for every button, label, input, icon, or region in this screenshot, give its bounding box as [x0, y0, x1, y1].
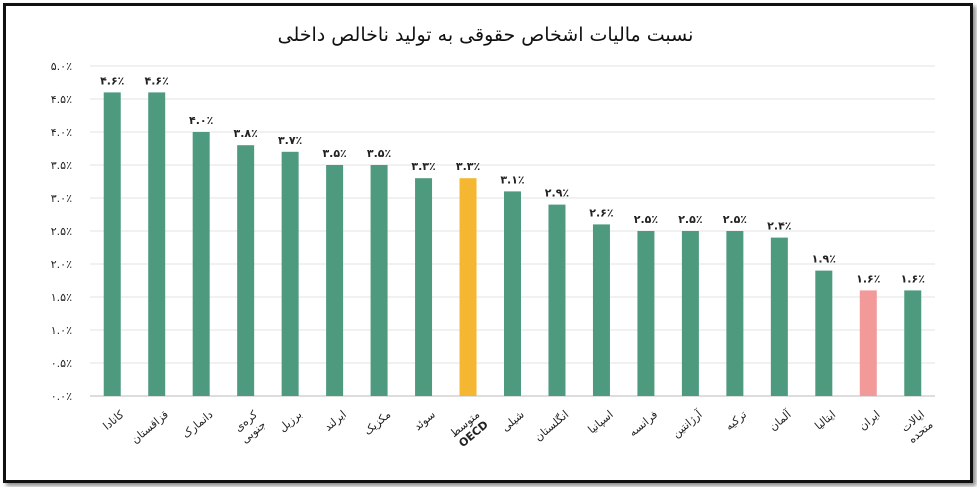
x-tick-label: قزاقستان [129, 408, 171, 446]
x-tick-label: متوسطOECD [447, 408, 490, 450]
bar [504, 191, 521, 396]
data-label: ۳.۸٪ [233, 127, 257, 140]
data-label: ۳.۳٪ [411, 160, 435, 173]
x-tick-label: اسپانیا [585, 408, 615, 436]
bar [237, 145, 255, 396]
data-label: ۳.۳٪ [456, 160, 480, 173]
x-tick-label: ایالاتمتحده [897, 408, 935, 446]
bar [726, 231, 744, 396]
y-tick-label: ۳.۵٪ [51, 159, 72, 172]
x-tick-label: ایرلند [322, 408, 349, 434]
data-label: ۴.۶٪ [100, 74, 124, 87]
x-tick-label: سوئد [411, 408, 438, 433]
bar [148, 92, 166, 397]
y-tick-label: ۰.۵٪ [51, 357, 72, 370]
bar [459, 178, 477, 396]
x-tick-label: کره‌یجنوبی [230, 407, 269, 446]
bar [637, 231, 655, 396]
y-tick-label: ۲.۰٪ [51, 258, 72, 271]
data-label: ۲.۵٪ [723, 213, 747, 226]
y-tick-label: ۴.۵٪ [51, 93, 72, 106]
data-label: ۲.۴٪ [767, 220, 791, 233]
data-label: ۲.۵٪ [678, 213, 702, 226]
x-tick-label: فرانسه [626, 408, 660, 439]
bar [815, 270, 833, 396]
y-tick-label: ۲.۵٪ [51, 225, 72, 238]
data-label: ۱.۹٪ [812, 253, 836, 266]
data-label: ۳.۵٪ [322, 147, 346, 160]
y-tick-label: ۳.۰٪ [51, 192, 72, 205]
data-label: ۴.۶٪ [145, 74, 169, 87]
bar [415, 178, 433, 396]
chart-title: نسبت مالیات اشخاص حقوقی به تولید ناخالص … [277, 24, 694, 46]
x-tick-label: آرژانتین [669, 407, 705, 441]
y-tick-label: ۰.۰٪ [51, 390, 72, 403]
x-tick-label: کانادا [101, 407, 128, 432]
data-label: ۲.۵٪ [634, 213, 658, 226]
y-tick-label: ۱.۰٪ [51, 324, 72, 337]
x-tick-label: ایتالیا [812, 408, 838, 433]
bar [681, 231, 699, 396]
data-label: ۴.۰٪ [189, 114, 213, 127]
y-tick-label: ۵.۰٪ [51, 60, 72, 73]
data-label: ۲.۹٪ [545, 187, 569, 200]
x-tick-label: انگلستان [532, 408, 571, 444]
y-tick-label: ۱.۵٪ [51, 291, 72, 304]
x-tick-label: مکزیک [361, 408, 393, 438]
bar [192, 132, 210, 396]
data-label: ۳.۷٪ [278, 134, 302, 147]
bar [281, 151, 299, 396]
x-tick-label: برزیل [276, 408, 304, 435]
x-tick-label: آلمان [766, 407, 794, 434]
bar [770, 237, 788, 396]
bar [370, 165, 388, 396]
data-label: ۳.۵٪ [367, 147, 391, 160]
data-label: ۱.۶٪ [901, 272, 925, 285]
bar [548, 204, 566, 396]
x-tick-label: ترکیه [723, 408, 749, 433]
x-tick-label: شیلی [499, 408, 527, 434]
data-label: ۱.۶٪ [856, 272, 880, 285]
y-tick-label: ۴.۰٪ [51, 126, 72, 139]
bar [326, 165, 344, 396]
data-label: ۲.۶٪ [589, 206, 613, 219]
bar [859, 290, 877, 396]
bar [103, 92, 121, 397]
data-label: ۳.۱٪ [500, 173, 524, 186]
x-tick-label: دانمارک [180, 408, 216, 441]
bar [592, 224, 610, 396]
x-tick-label: ایران [856, 408, 882, 433]
bar [904, 290, 922, 396]
